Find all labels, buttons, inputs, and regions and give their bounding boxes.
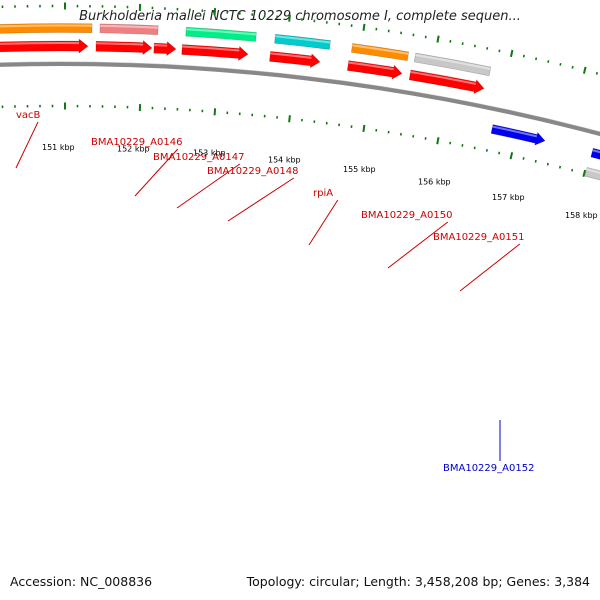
tick-marks <box>1 2 598 178</box>
tick-label: 152 kbp <box>117 144 150 153</box>
gene-features[interactable] <box>0 23 600 185</box>
gene-label-bma10229_a0152: BMA10229_A0152 <box>443 463 534 474</box>
leader-line <box>227 177 295 222</box>
outer-tick <box>509 49 514 58</box>
cds-arrow[interactable] <box>408 69 485 95</box>
cds-arrow[interactable] <box>95 39 153 56</box>
leader-line <box>176 163 241 209</box>
gene-label-bma10229_a0150-group: BMA10229_A0150 <box>361 210 452 269</box>
outer-tick <box>595 71 598 75</box>
gene-label-bma10229_a0151-group: BMA10229_A0151 <box>433 232 524 292</box>
gene-label-rpia-group: rpiA <box>308 188 339 246</box>
gene-label-bma10229_a0150: BMA10229_A0150 <box>361 210 452 221</box>
gene-label-bma10229_a0148: BMA10229_A0148 <box>207 166 298 177</box>
backbone-highlight <box>0 61 600 134</box>
gene-bma10229_a0151[interactable] <box>413 52 492 77</box>
tick-label: 158 kbp <box>565 211 598 220</box>
leader-line <box>308 199 339 246</box>
gene-label-bma10229_a0152-group: BMA10229_A0152 <box>443 420 534 474</box>
leader-line <box>459 243 521 292</box>
outer-tick <box>498 49 501 53</box>
gene-label-bma10229_a0147-group: BMA10229_A0147 <box>153 152 244 209</box>
gene-bma10229_a0150[interactable] <box>351 43 410 62</box>
backbone-layer <box>0 61 600 137</box>
inner-tick <box>362 124 366 132</box>
inner-tick <box>522 157 525 160</box>
tick-label: 153 kbp <box>193 148 226 157</box>
gene-labels: vacB BMA10229_A0146 BMA10229_A0147 BMA10229… <box>15 110 534 474</box>
gene-label-vacb-group: vacB <box>15 110 41 169</box>
outer-tick <box>559 62 562 66</box>
gene-bma10229_a0146[interactable] <box>99 23 159 36</box>
outer-tick <box>288 14 291 22</box>
inner-tick <box>288 115 291 123</box>
inner-tick <box>485 149 488 152</box>
gene-label-bma10229_a0147: BMA10229_A0147 <box>153 152 244 163</box>
tick-label: 151 kbp <box>42 143 75 152</box>
inner-tick <box>571 168 574 172</box>
inner-tick <box>534 159 537 163</box>
inner-tick <box>582 169 587 177</box>
map-title: Burkholderia mallei NCTC 10229 chromosom… <box>79 9 521 24</box>
backbone-line <box>0 62 600 137</box>
inner-tick <box>546 162 549 166</box>
gene-label-bma10229_a0146: BMA10229_A0146 <box>91 137 182 148</box>
gene-label-bma10229_a0146-group: BMA10229_A0146 <box>91 137 182 197</box>
outer-tick <box>535 57 538 61</box>
tick-labels: 151 kbp 152 kbp 153 kbp 154 kbp 155 kbp 156 k… <box>42 143 598 220</box>
accession-text: Accession: NC_008836 <box>10 574 153 589</box>
gene-partial-blue[interactable] <box>590 147 600 164</box>
leader-line <box>387 221 449 269</box>
outer-tick <box>362 23 366 31</box>
gene-bma10229_a0152[interactable] <box>490 124 546 146</box>
tick-label: 155 kbp <box>343 165 376 174</box>
gene-label-vacb: vacB <box>16 110 41 121</box>
genome-summary: Topology: circular; Length: 3,458,208 bp… <box>246 574 590 589</box>
gene-partial-grey[interactable] <box>584 167 600 185</box>
inner-tick <box>558 165 562 169</box>
outer-tick <box>436 35 440 43</box>
tick-label: 156 kbp <box>418 178 451 187</box>
tick-label: 154 kbp <box>268 155 301 164</box>
outer-tick <box>522 54 525 58</box>
gene-vacb[interactable] <box>0 23 93 34</box>
cds-arrow[interactable] <box>153 41 177 57</box>
cds-arrow[interactable] <box>269 51 321 69</box>
cds-arrow[interactable] <box>181 44 249 62</box>
inner-tick <box>436 137 440 145</box>
gene-rpia[interactable] <box>274 33 331 50</box>
tick-label: 157 kbp <box>492 193 525 202</box>
leader-line <box>134 148 179 197</box>
inner-tick <box>509 152 514 160</box>
gene-bma10229_a0148[interactable] <box>185 26 257 42</box>
gene-label-rpia: rpiA <box>313 188 333 199</box>
cds-arrow[interactable] <box>0 38 89 54</box>
cds-features[interactable] <box>0 38 485 95</box>
outer-tick <box>582 66 587 74</box>
inner-tick <box>498 151 501 155</box>
outer-tick <box>571 65 574 69</box>
outer-tick <box>547 60 550 63</box>
gene-label-bma10229_a0148-group: BMA10229_A0148 <box>207 166 298 222</box>
gene-label-bma10229_a0151: BMA10229_A0151 <box>433 232 524 243</box>
inner-tick <box>213 108 217 116</box>
leader-line <box>15 121 39 169</box>
cds-arrow[interactable] <box>346 60 403 80</box>
